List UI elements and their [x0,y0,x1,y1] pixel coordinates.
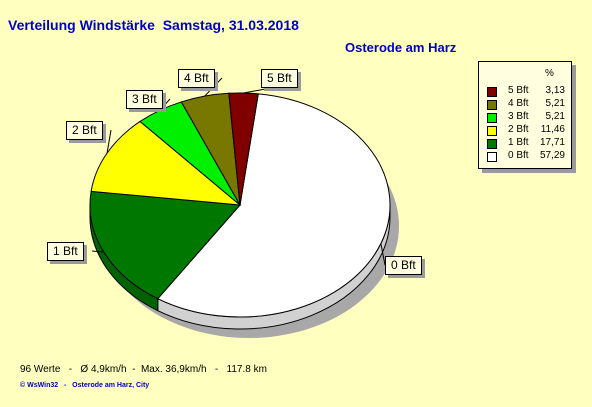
pie-slice-2-bft [90,120,242,206]
legend-label-2-bft: 2 Bft [508,124,529,135]
legend-swatch-3-bft [487,113,497,123]
legend-item-2-bft: 2 Bft 11,46 [487,124,569,136]
pie-slice-5-bft [228,92,259,206]
chart-legend: % 5 Bft 3,13 4 Bft 5,21 3 Bft 5,21 2 Bft… [478,61,572,169]
legend-value-2-bft: 11,46 [540,124,565,135]
legend-swatch-5-bft [487,87,497,97]
legend-value-4-bft: 5,21 [545,98,565,109]
legend-value-3-bft: 5,21 [545,111,565,122]
callout-1-bft: 1 Bft [47,242,84,261]
legend-swatch-2-bft [487,126,497,136]
legend-item-5-bft: 5 Bft 3,13 [487,85,569,97]
footer-stats: 96 Werte - Ø 4,9km/h - Max. 36,9km/h - 1… [20,364,267,375]
legend-item-1-bft: 1 Bft 17,71 [487,137,569,149]
legend-item-3-bft: 3 Bft 5,21 [487,111,569,123]
chart-location: Osterode am Harz [345,40,457,55]
callout-4-bft: 4 Bft [178,69,215,88]
legend-label-5-bft: 5 Bft [508,85,529,96]
leader-line-1-bft [91,250,104,253]
leader-line-5-bft [243,86,277,94]
legend-unit-header: % [545,68,554,79]
callout-5-bft: 5 Bft [261,69,298,88]
leader-line-0-bft [380,243,386,266]
legend-value-1-bft: 17,71 [539,137,565,148]
legend-value-5-bft: 3,13 [545,85,565,96]
legend-swatch-0-bft [487,152,497,162]
leader-line-2-bft [106,129,112,154]
callout-3-bft: 3 Bft [126,90,163,109]
callout-0-bft: 0 Bft [385,256,422,275]
legend-label-3-bft: 3 Bft [508,111,529,122]
legend-value-0-bft: 57,29 [539,150,565,161]
legend-label-4-bft: 4 Bft [508,98,529,109]
legend-label-1-bft: 1 Bft [508,137,529,148]
footer-credit: © WsWin32 - Osterode am Harz, City [20,382,150,389]
pie-slice-0-bft [157,93,391,318]
pie-slice-1-bft [89,190,242,300]
callout-2-bft: 2 Bft [66,121,103,140]
legend-label-0-bft: 0 Bft [508,150,529,161]
legend-item-0-bft: 0 Bft 57,29 [487,150,569,162]
chart-title: Verteilung Windstärke Samstag, 31.03.201… [8,17,299,33]
legend-item-4-bft: 4 Bft 5,21 [487,98,569,110]
legend-swatch-1-bft [487,139,497,149]
legend-swatch-4-bft [487,100,497,110]
